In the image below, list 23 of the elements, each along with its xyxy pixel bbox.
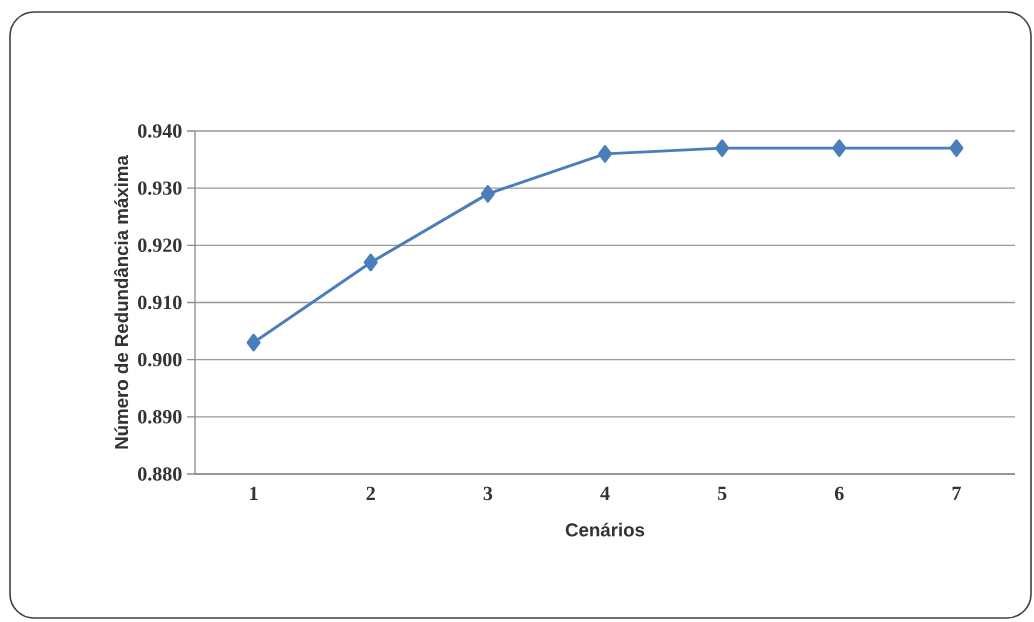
point — [480, 185, 495, 203]
point — [832, 139, 847, 157]
point — [246, 333, 261, 352]
y-tick-label: 0.880 — [138, 467, 182, 481]
point — [598, 145, 612, 163]
point — [949, 139, 964, 157]
y-tick-label: 0.930 — [138, 181, 182, 195]
x-tick-label: 2 — [366, 486, 375, 500]
y-tick-label: 0.910 — [138, 295, 182, 310]
x-tick-label: 5 — [717, 486, 727, 500]
x-axis-title: Cenários — [565, 522, 645, 537]
x-tick-label: 4 — [600, 486, 610, 500]
x-tick-label: 1 — [250, 486, 258, 500]
y-tick-label: 0.890 — [138, 410, 182, 424]
y-axis-title: Número de Redundância máxima — [114, 155, 129, 449]
y-tick-label: 0.940 — [138, 124, 182, 138]
point — [715, 139, 730, 157]
x-tick-label: 3 — [483, 486, 493, 501]
y-tick-label: 0.900 — [138, 352, 182, 367]
x-tick-label: 7 — [952, 486, 961, 500]
y-tick-label: 0.920 — [138, 238, 182, 253]
point — [363, 253, 378, 272]
x-tick-label: 6 — [834, 486, 844, 501]
